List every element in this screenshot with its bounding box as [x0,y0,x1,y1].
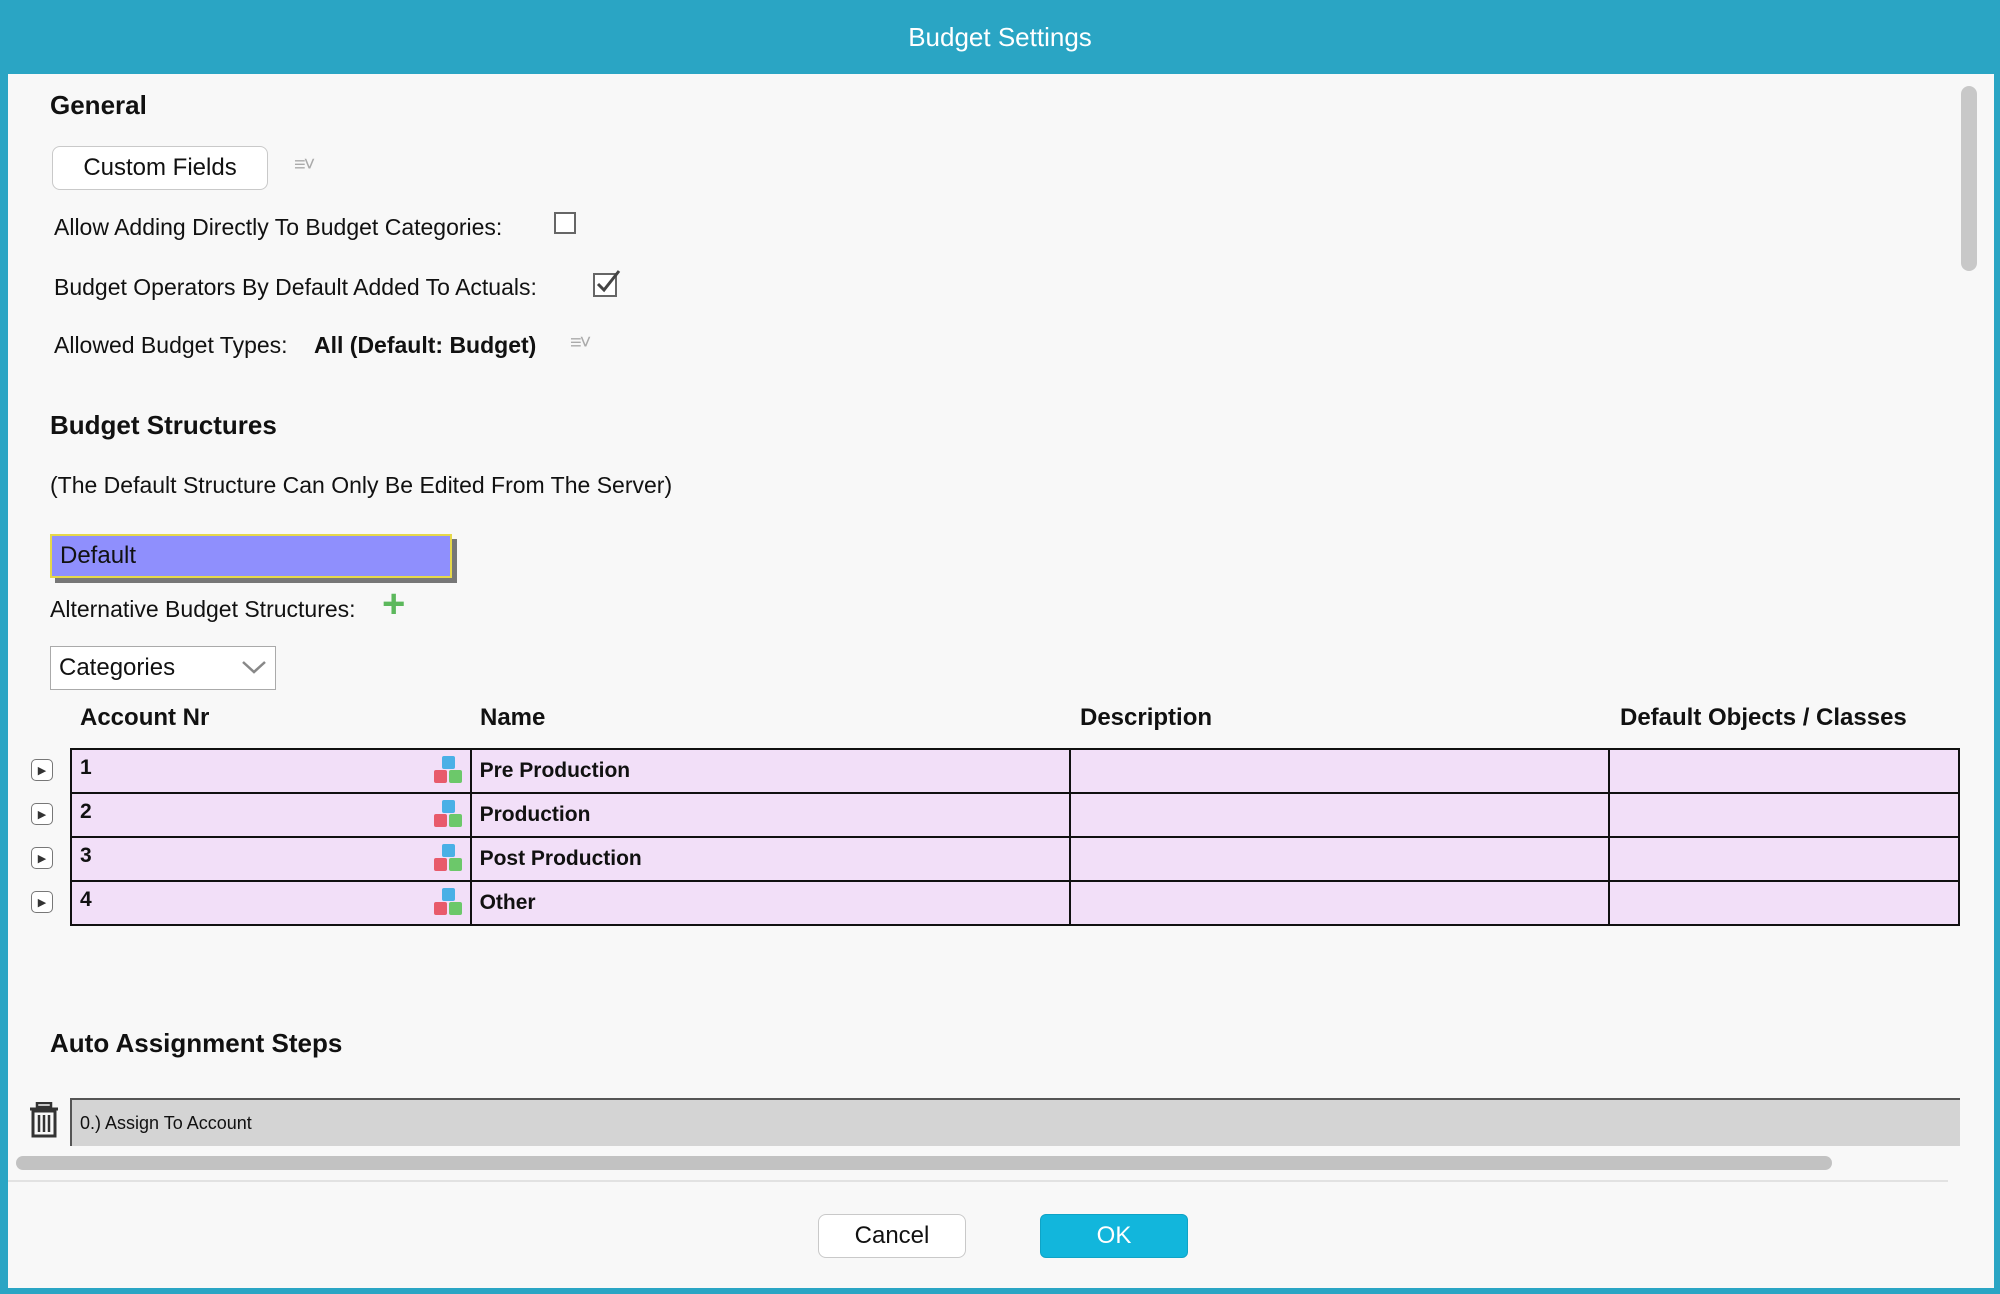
general-heading: General [50,90,147,121]
custom-fields-button[interactable]: Custom Fields [52,146,268,190]
allowed-types-label: Allowed Budget Types: [54,332,288,359]
types-menu-dropdown-icon[interactable]: ≡˅ [570,332,589,355]
column-account-nr: Account Nr [80,704,209,732]
title-bar: Budget Settings [0,0,2000,74]
account-cell[interactable]: 1 [71,749,471,793]
operators-label: Budget Operators By Default Added To Act… [54,274,537,301]
expand-arrow-icon[interactable]: ▶ [31,759,53,781]
defaults-cell[interactable] [1609,881,1959,925]
column-name: Name [480,704,545,732]
default-structure-item[interactable]: Default [50,534,452,578]
window-title: Budget Settings [908,22,1092,53]
budget-structure-table: 1 Pre Production 2 Production 3 [70,748,1960,926]
name-cell[interactable]: Pre Production [471,749,1070,793]
cubes-icon [434,844,464,874]
structure-select-value: Categories [59,654,175,682]
expand-arrow-icon[interactable]: ▶ [31,891,53,913]
assignment-step-label: 0.) Assign To Account [80,1113,252,1134]
vertical-scrollbar[interactable] [1961,86,1977,271]
dialog-content: General Custom Fields ≡˅ Allow Adding Di… [8,74,1994,1288]
allowed-types-value: All (Default: Budget) [314,332,536,359]
table-row[interactable]: 4 Other [71,881,1959,925]
footer-divider [8,1180,1948,1182]
name-cell[interactable]: Other [471,881,1070,925]
description-cell[interactable] [1070,749,1609,793]
operators-checkbox[interactable] [592,268,622,298]
structure-select[interactable]: Categories [50,646,276,690]
default-structure-label: Default [60,542,136,570]
cubes-icon [434,888,464,918]
account-cell[interactable]: 4 [71,881,471,925]
cancel-button[interactable]: Cancel [818,1214,966,1258]
description-cell[interactable] [1070,837,1609,881]
description-cell[interactable] [1070,793,1609,837]
ok-button[interactable]: OK [1040,1214,1188,1258]
add-structure-plus-icon[interactable]: + [382,582,405,627]
menu-dropdown-icon[interactable]: ≡˅ [294,154,313,177]
account-cell[interactable]: 3 [71,837,471,881]
default-structure-note: (The Default Structure Can Only Be Edite… [50,472,672,499]
horizontal-scrollbar[interactable] [16,1156,1832,1170]
defaults-cell[interactable] [1609,793,1959,837]
description-cell[interactable] [1070,881,1609,925]
table-row[interactable]: 3 Post Production [71,837,1959,881]
name-cell[interactable]: Post Production [471,837,1070,881]
budget-structures-heading: Budget Structures [50,410,277,441]
allow-adding-checkbox[interactable] [554,212,576,234]
chevron-down-icon [241,654,267,682]
expand-arrow-icon[interactable]: ▶ [31,803,53,825]
cubes-icon [434,756,464,786]
assignment-step-row[interactable]: 0.) Assign To Account [70,1098,1960,1146]
allow-adding-label: Allow Adding Directly To Budget Categori… [54,214,502,241]
trash-icon[interactable] [28,1102,60,1138]
cubes-icon [434,800,464,830]
table-row[interactable]: 2 Production [71,793,1959,837]
defaults-cell[interactable] [1609,749,1959,793]
column-default-objects: Default Objects / Classes [1620,704,1907,732]
checkbox-checked-icon [592,268,622,298]
auto-assignment-heading: Auto Assignment Steps [50,1028,342,1059]
alternative-structures-label: Alternative Budget Structures: [50,596,356,623]
name-cell[interactable]: Production [471,793,1070,837]
defaults-cell[interactable] [1609,837,1959,881]
table-row[interactable]: 1 Pre Production [71,749,1959,793]
expand-arrow-icon[interactable]: ▶ [31,847,53,869]
column-description: Description [1080,704,1212,732]
account-cell[interactable]: 2 [71,793,471,837]
